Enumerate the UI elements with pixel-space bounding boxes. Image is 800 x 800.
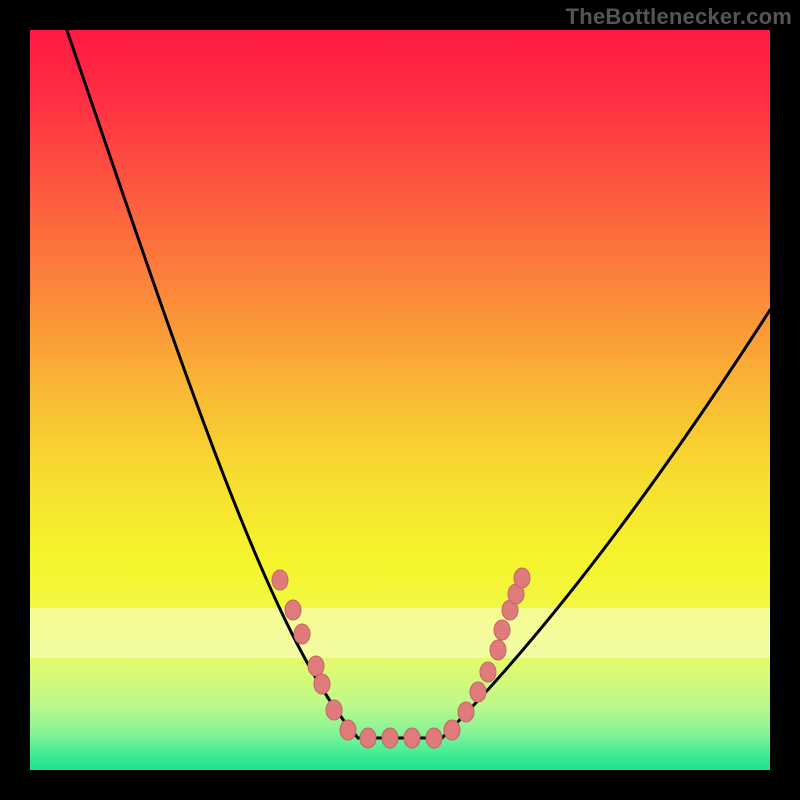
highlight-band	[30, 608, 770, 658]
curve-marker	[404, 728, 420, 748]
curve-marker	[444, 720, 460, 740]
curve-marker	[326, 700, 342, 720]
curve-marker	[494, 620, 510, 640]
curve-marker	[480, 662, 496, 682]
watermark-text: TheBottlenecker.com	[566, 4, 792, 30]
curve-marker	[514, 568, 530, 588]
chart-stage: TheBottlenecker.com	[0, 0, 800, 800]
gradient-background	[30, 30, 770, 770]
border-bottom	[0, 770, 800, 800]
curve-marker	[382, 728, 398, 748]
curve-marker	[458, 702, 474, 722]
bottleneck-svg	[0, 0, 800, 800]
curve-marker	[426, 728, 442, 748]
curve-marker	[285, 600, 301, 620]
curve-marker	[470, 682, 486, 702]
curve-marker	[360, 728, 376, 748]
curve-marker	[294, 624, 310, 644]
curve-marker	[314, 674, 330, 694]
curve-marker	[340, 720, 356, 740]
curve-marker	[490, 640, 506, 660]
border-right	[770, 0, 800, 800]
curve-marker	[308, 656, 324, 676]
curve-marker	[272, 570, 288, 590]
border-left	[0, 0, 30, 800]
